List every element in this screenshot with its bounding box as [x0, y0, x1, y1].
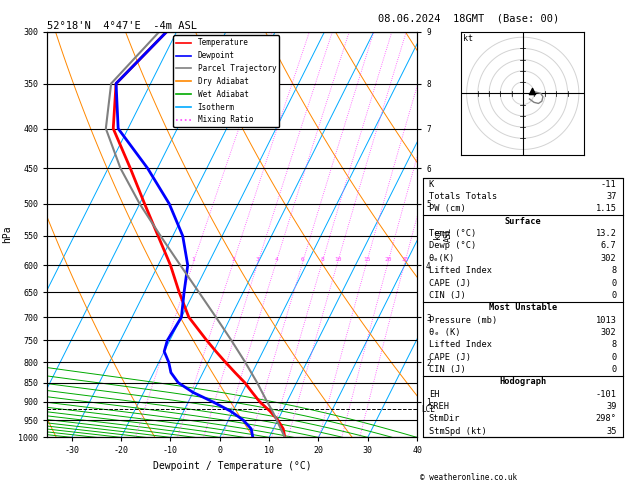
Text: 08.06.2024  18GMT  (Base: 00): 08.06.2024 18GMT (Base: 00) [378, 14, 559, 24]
Text: CAPE (J): CAPE (J) [429, 353, 470, 362]
Text: 39: 39 [606, 402, 616, 411]
Text: 20: 20 [384, 258, 392, 262]
Text: LCL: LCL [421, 405, 435, 414]
Text: StmDir: StmDir [429, 415, 460, 423]
Y-axis label: hPa: hPa [3, 226, 13, 243]
Text: 8: 8 [611, 340, 616, 349]
Y-axis label: km
ASL: km ASL [433, 227, 453, 242]
Legend: Temperature, Dewpoint, Parcel Trajectory, Dry Adiabat, Wet Adiabat, Isotherm, Mi: Temperature, Dewpoint, Parcel Trajectory… [173, 35, 279, 127]
Text: Hodograph: Hodograph [499, 377, 547, 386]
Text: Temp (°C): Temp (°C) [429, 229, 476, 238]
Text: Lifted Index: Lifted Index [429, 266, 492, 275]
Text: 0: 0 [611, 291, 616, 300]
Text: 8: 8 [320, 258, 324, 262]
Text: 1: 1 [191, 258, 195, 262]
Text: θₑ(K): θₑ(K) [429, 254, 455, 263]
Text: K: K [429, 180, 434, 189]
Text: 8: 8 [611, 266, 616, 275]
Text: CIN (J): CIN (J) [429, 365, 465, 374]
Text: θₑ (K): θₑ (K) [429, 328, 460, 337]
Text: CIN (J): CIN (J) [429, 291, 465, 300]
Text: 25: 25 [401, 258, 409, 262]
Text: Surface: Surface [504, 217, 541, 226]
Point [526, 87, 537, 95]
Text: 0: 0 [611, 278, 616, 288]
Text: Most Unstable: Most Unstable [489, 303, 557, 312]
Text: CAPE (J): CAPE (J) [429, 278, 470, 288]
Text: -11: -11 [601, 180, 616, 189]
Text: StmSpd (kt): StmSpd (kt) [429, 427, 486, 436]
Text: 4: 4 [274, 258, 278, 262]
Text: EH: EH [429, 390, 439, 399]
Text: 0: 0 [611, 353, 616, 362]
Text: 15: 15 [363, 258, 370, 262]
Text: -101: -101 [596, 390, 616, 399]
X-axis label: Dewpoint / Temperature (°C): Dewpoint / Temperature (°C) [153, 461, 311, 471]
Text: 6.7: 6.7 [601, 242, 616, 250]
Text: SREH: SREH [429, 402, 450, 411]
Text: 35: 35 [606, 427, 616, 436]
Text: 52°18'N  4°47'E  -4m ASL: 52°18'N 4°47'E -4m ASL [47, 21, 197, 31]
Text: PW (cm): PW (cm) [429, 205, 465, 213]
Text: © weatheronline.co.uk: © weatheronline.co.uk [420, 473, 517, 482]
Text: Dewp (°C): Dewp (°C) [429, 242, 476, 250]
Text: 13.2: 13.2 [596, 229, 616, 238]
Text: 1013: 1013 [596, 315, 616, 325]
Text: 0: 0 [611, 365, 616, 374]
Text: Totals Totals: Totals Totals [429, 192, 497, 201]
Text: 302: 302 [601, 254, 616, 263]
Text: 2: 2 [231, 258, 235, 262]
Text: kt: kt [463, 34, 473, 43]
Text: 302: 302 [601, 328, 616, 337]
Text: 10: 10 [334, 258, 342, 262]
Text: 37: 37 [606, 192, 616, 201]
Text: 1.15: 1.15 [596, 205, 616, 213]
Text: Pressure (mb): Pressure (mb) [429, 315, 497, 325]
Text: Lifted Index: Lifted Index [429, 340, 492, 349]
Text: 6: 6 [301, 258, 304, 262]
Text: 3: 3 [256, 258, 260, 262]
Text: 298°: 298° [596, 415, 616, 423]
